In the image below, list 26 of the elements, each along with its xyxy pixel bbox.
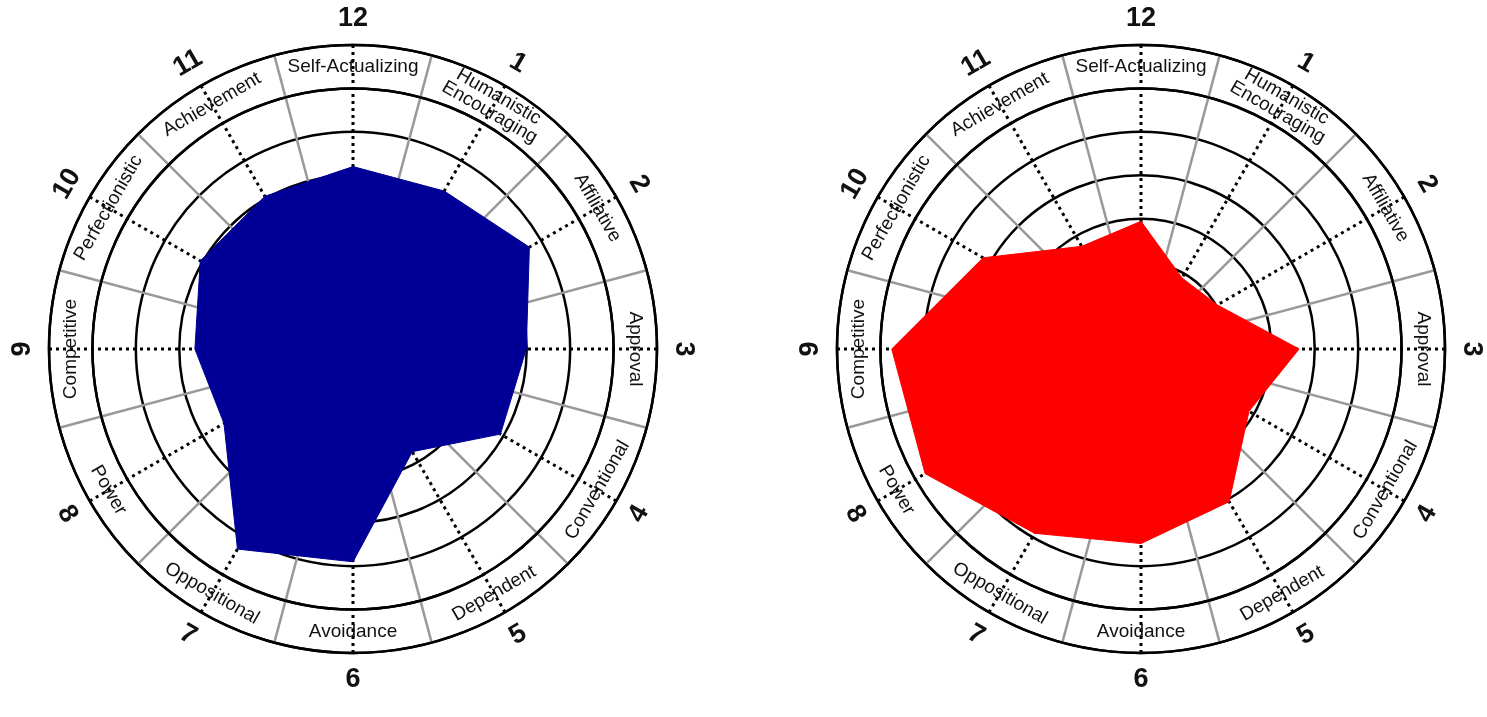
text: 5: [503, 616, 532, 651]
spoke-label: Self-Actualizing: [287, 54, 419, 76]
text: 3: [669, 341, 700, 357]
text: 3: [1457, 341, 1487, 357]
text: 6: [1133, 662, 1149, 693]
text: 4: [620, 499, 655, 528]
spoke-label: Competitive: [58, 298, 80, 400]
spoke-label: Avoidance: [1096, 619, 1186, 641]
spoke-label: Competitive: [846, 298, 868, 400]
text: 12: [337, 2, 369, 33]
spoke-label: Self-Actualizing: [1075, 54, 1207, 76]
spoke-label: Approval: [626, 311, 648, 387]
text: 6: [345, 662, 361, 693]
spoke-label: Approval: [1414, 311, 1436, 387]
text: 5: [1291, 616, 1320, 651]
text: 9: [794, 341, 825, 357]
text: 7: [174, 616, 203, 651]
text: 8: [839, 499, 874, 528]
text: 12: [1125, 2, 1157, 33]
text: 2: [1411, 169, 1445, 198]
text: 2: [623, 169, 657, 198]
text: 4: [1408, 499, 1443, 528]
text: 7: [962, 616, 991, 651]
text: 9: [6, 341, 37, 357]
spoke-label: Avoidance: [308, 619, 398, 641]
text: 8: [51, 499, 86, 528]
